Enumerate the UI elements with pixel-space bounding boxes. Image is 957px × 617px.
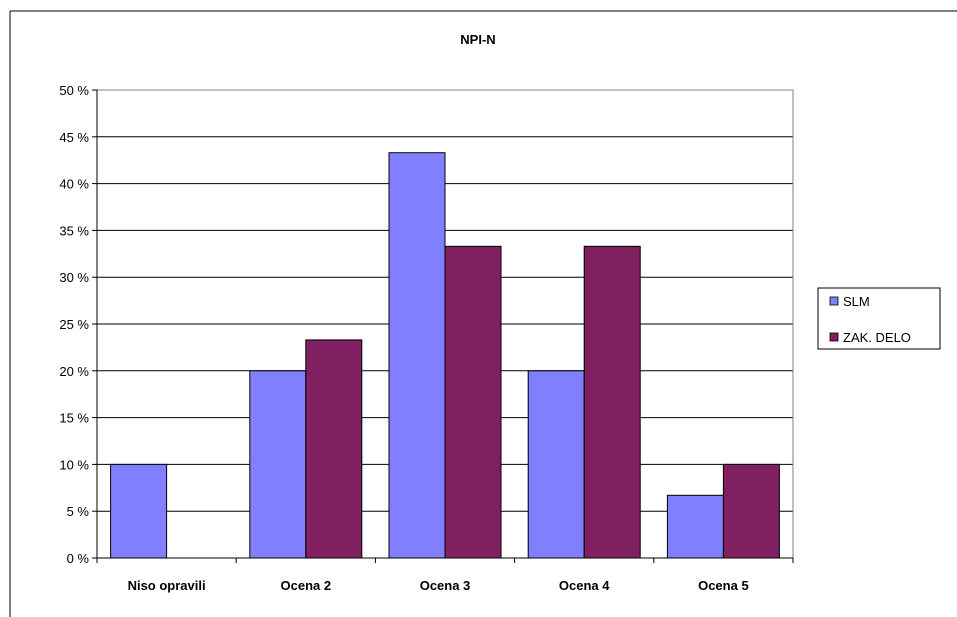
- y-tick-label: 50 %: [59, 83, 89, 98]
- legend-label-zak-delo: ZAK. DELO: [843, 330, 911, 345]
- y-tick-label: 40 %: [59, 177, 89, 192]
- y-axis-ticks: 0 % 5 % 10 % 15 % 20 % 25 % 30 % 35 % 40 % 45 % 50…: [59, 83, 97, 566]
- x-tick-label: Ocena 3: [420, 578, 471, 593]
- y-tick-label: 15 %: [59, 411, 89, 426]
- bar-zak-delo-1: [305, 339, 363, 559]
- y-tick-label: 10 %: [59, 457, 89, 472]
- bar-slm-0: [110, 463, 168, 559]
- y-tick-label: 30 %: [59, 270, 89, 285]
- x-tick-label: Ocena 5: [698, 578, 749, 593]
- bar-zak-delo-3: [583, 245, 641, 559]
- legend: SLM ZAK. DELO: [817, 287, 941, 350]
- bar-zak-delo-2: [444, 245, 502, 559]
- x-tick-label: Niso opravili: [128, 578, 206, 593]
- bar-zak-delo-4: [722, 463, 780, 559]
- legend-label-slm: SLM: [843, 294, 870, 309]
- y-tick-label: 20 %: [59, 364, 89, 379]
- bar-slm-2: [388, 152, 446, 559]
- x-axis-ticks: Niso opravili Ocena 2 Ocena 3 Ocena 4 Ocena …: [96, 558, 794, 593]
- bar-slm-4: [666, 494, 724, 559]
- bar-slm-3: [527, 370, 585, 559]
- bar-slm-1: [249, 370, 307, 559]
- legend-swatch-slm: [829, 296, 839, 306]
- x-tick-label: Ocena 2: [281, 578, 332, 593]
- chart-title: NPI-N: [460, 32, 495, 47]
- x-tick-label: Ocena 4: [559, 578, 610, 593]
- legend-swatch-zak-delo: [829, 332, 839, 342]
- y-tick-label: 45 %: [59, 130, 89, 145]
- y-tick-label: 0 %: [67, 551, 90, 566]
- y-tick-label: 35 %: [59, 223, 89, 238]
- y-tick-label: 25 %: [59, 317, 89, 332]
- y-tick-label: 5 %: [67, 504, 90, 519]
- bars: [110, 152, 780, 559]
